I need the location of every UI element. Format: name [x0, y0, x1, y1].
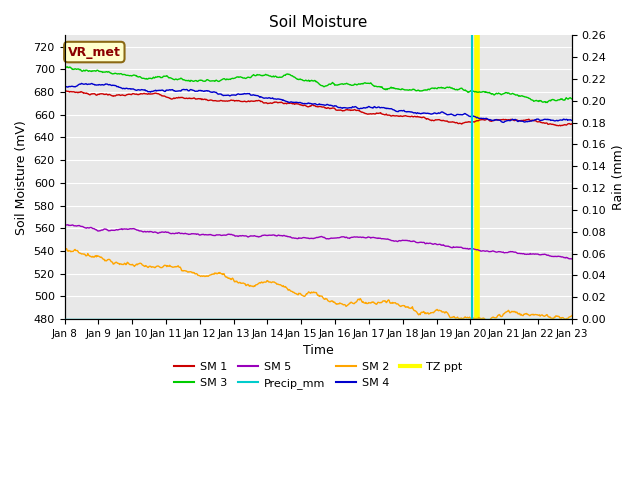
X-axis label: Time: Time: [303, 344, 333, 357]
Legend: SM 1, SM 3, SM 5, Precip_mm, SM 2, SM 4, TZ ppt: SM 1, SM 3, SM 5, Precip_mm, SM 2, SM 4,…: [170, 358, 467, 393]
Title: Soil Moisture: Soil Moisture: [269, 15, 367, 30]
Y-axis label: Soil Moisture (mV): Soil Moisture (mV): [15, 120, 28, 235]
Text: VR_met: VR_met: [68, 46, 121, 59]
Y-axis label: Rain (mm): Rain (mm): [612, 144, 625, 210]
